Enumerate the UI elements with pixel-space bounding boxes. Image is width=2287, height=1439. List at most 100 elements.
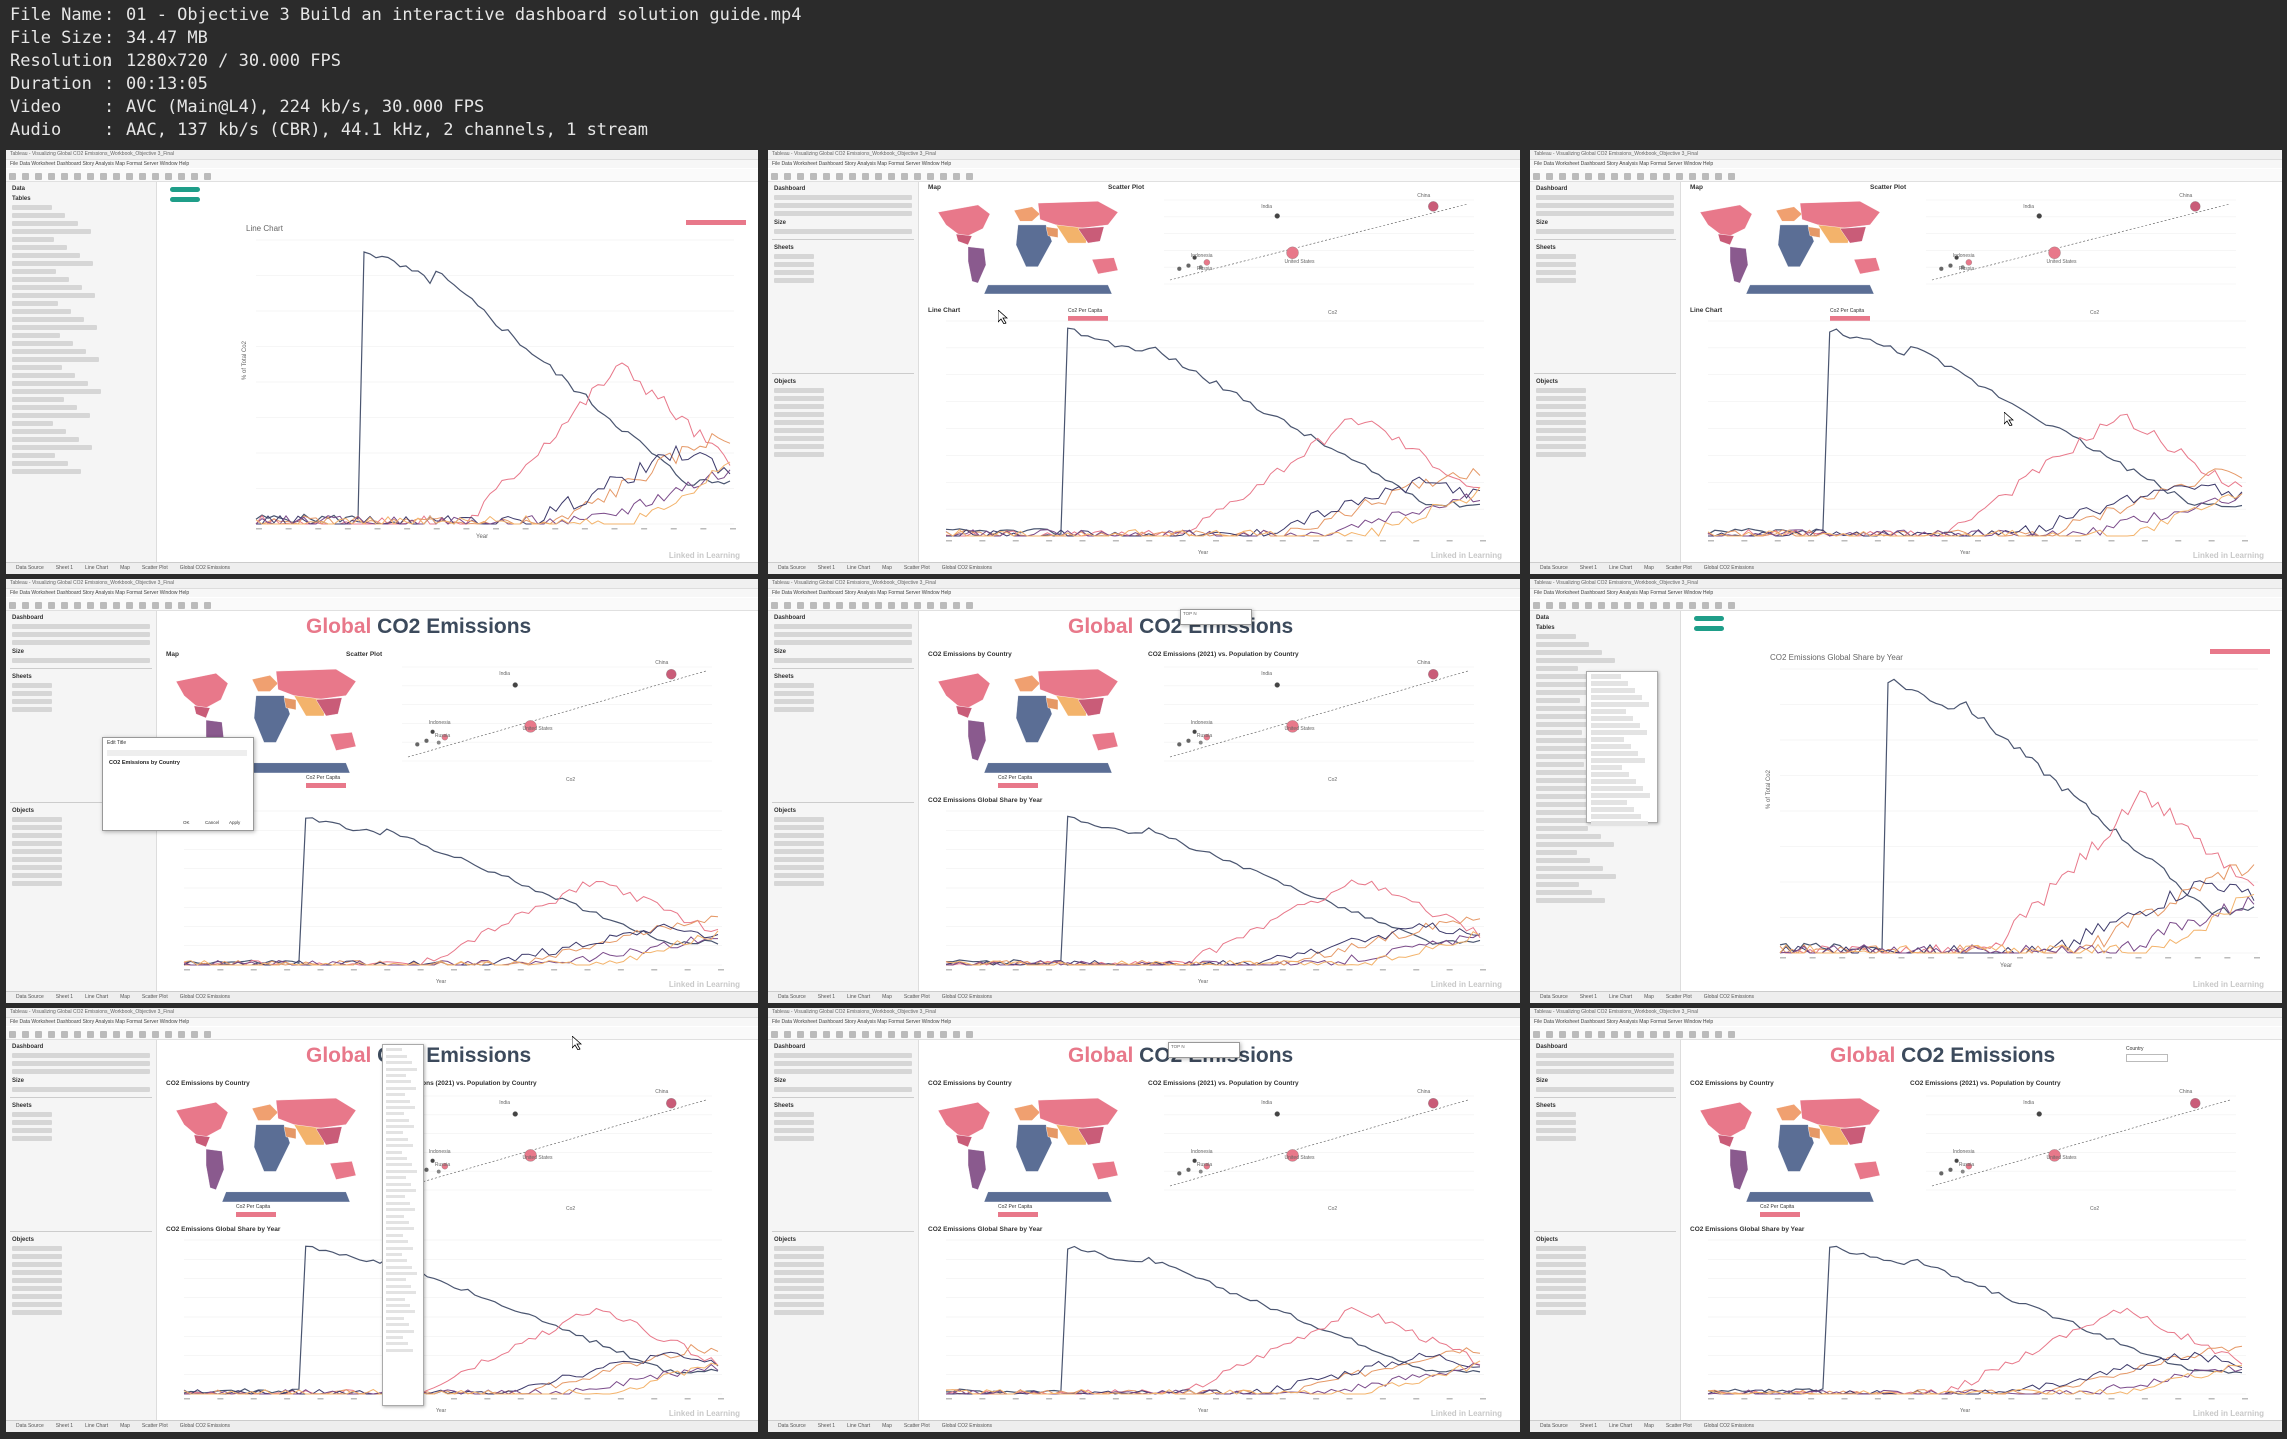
field-item[interactable] — [12, 325, 97, 330]
toolbar-icon[interactable] — [9, 1031, 16, 1038]
toolbar-icon[interactable] — [784, 602, 791, 609]
sheet-tab[interactable]: Scatter Plot — [1665, 1423, 1692, 1429]
field-item[interactable] — [1536, 682, 1604, 687]
size-select[interactable] — [1536, 1087, 1674, 1092]
object-item[interactable] — [774, 1246, 824, 1251]
sheet-item[interactable] — [774, 699, 814, 704]
field-item[interactable] — [1536, 674, 1591, 679]
object-item[interactable] — [12, 825, 62, 830]
sheet-item[interactable] — [774, 254, 814, 259]
object-item[interactable] — [12, 1286, 62, 1291]
object-item[interactable] — [1536, 388, 1586, 393]
toolbar-icon[interactable] — [152, 1031, 159, 1038]
sheet-tab[interactable]: Map — [882, 994, 892, 1000]
sheet-tab[interactable]: Line Chart — [1609, 1423, 1633, 1429]
country-option[interactable] — [386, 1073, 406, 1077]
sheet-tab[interactable]: Data Source — [1540, 994, 1568, 1000]
field-item[interactable] — [12, 269, 56, 274]
sheet-tab[interactable]: Line Chart — [85, 565, 109, 571]
device-item[interactable] — [1536, 203, 1674, 208]
object-item[interactable] — [1536, 404, 1586, 409]
top-n-filter[interactable]: TOP N — [1168, 1042, 1240, 1058]
size-select[interactable] — [12, 658, 150, 663]
field-item[interactable] — [1536, 810, 1612, 815]
field-item[interactable] — [1536, 746, 1608, 751]
field-item[interactable] — [1536, 826, 1588, 831]
field-item[interactable] — [1536, 802, 1599, 807]
context-menu-item[interactable] — [1591, 716, 1633, 721]
toolbar-icon[interactable] — [22, 173, 29, 180]
toolbar-icon[interactable] — [48, 173, 55, 180]
toolbar-icon[interactable] — [1572, 1031, 1579, 1038]
object-item[interactable] — [1536, 1262, 1586, 1267]
toolbar-icon[interactable] — [126, 1031, 133, 1038]
field-item[interactable] — [12, 253, 80, 258]
field-item[interactable] — [12, 373, 75, 378]
sheet-item[interactable] — [12, 1112, 52, 1117]
country-option[interactable] — [386, 1093, 405, 1097]
country-option[interactable] — [386, 1227, 414, 1231]
font-toolbar[interactable] — [107, 750, 247, 756]
toolbar-icon[interactable] — [191, 602, 198, 609]
field-item[interactable] — [1536, 762, 1584, 767]
toolbar-icon[interactable] — [875, 173, 882, 180]
toolbar-icon[interactable] — [1689, 602, 1696, 609]
sheet-item[interactable] — [774, 262, 814, 267]
size-select[interactable] — [774, 658, 912, 663]
toolbar-icon[interactable] — [1637, 602, 1644, 609]
toolbar-icon[interactable] — [22, 1031, 29, 1038]
country-option[interactable] — [386, 1291, 416, 1295]
columns-shelf[interactable] — [1690, 615, 1724, 622]
object-item[interactable] — [774, 1262, 824, 1267]
toolbar-icon[interactable] — [1689, 173, 1696, 180]
object-item[interactable] — [12, 873, 62, 878]
field-item[interactable] — [1536, 834, 1601, 839]
columns-shelf[interactable] — [166, 186, 200, 193]
object-item[interactable] — [12, 1254, 62, 1259]
menu-bar[interactable]: File Data Worksheet Dashboard Story Anal… — [768, 160, 1520, 168]
sheet-tab[interactable]: Line Chart — [847, 994, 871, 1000]
toolbar-icon[interactable] — [797, 1031, 804, 1038]
toolbar-icon[interactable] — [48, 602, 55, 609]
context-menu-item[interactable] — [1591, 765, 1622, 770]
sheet-tab[interactable]: Global CO2 Emissions — [179, 994, 231, 1000]
toolbar-icon[interactable] — [771, 1031, 778, 1038]
toolbar-icon[interactable] — [1585, 1031, 1592, 1038]
country-option[interactable] — [386, 1163, 412, 1167]
toolbar-icon[interactable] — [1572, 602, 1579, 609]
sheet-tab[interactable]: Global CO2 Emissions — [941, 1423, 993, 1429]
toolbar-icon[interactable] — [901, 1031, 908, 1038]
sheet-tab[interactable]: Map — [1644, 565, 1654, 571]
context-menu-item[interactable] — [1591, 695, 1642, 700]
toolbar-icon[interactable] — [9, 602, 16, 609]
sheet-item[interactable] — [774, 683, 814, 688]
toolbar-icon[interactable] — [61, 173, 68, 180]
context-menu-item[interactable] — [1591, 674, 1621, 679]
country-option[interactable] — [386, 1310, 415, 1314]
toolbar-icon[interactable] — [1533, 1031, 1540, 1038]
context-menu-item[interactable] — [1591, 779, 1636, 784]
country-option[interactable] — [386, 1169, 417, 1173]
field-item[interactable] — [1536, 730, 1582, 735]
sheet-item[interactable] — [12, 683, 52, 688]
toolbar-icon[interactable] — [87, 173, 94, 180]
country-option[interactable] — [386, 1252, 402, 1256]
device-item[interactable] — [1536, 195, 1674, 200]
object-item[interactable] — [12, 857, 62, 862]
year-pill[interactable] — [170, 186, 200, 192]
object-item[interactable] — [774, 388, 824, 393]
toolbar-icon[interactable] — [1702, 173, 1709, 180]
toolbar-icon[interactable] — [204, 1031, 211, 1038]
country-option[interactable] — [386, 1118, 409, 1122]
toolbar-icon[interactable] — [875, 602, 882, 609]
country-option[interactable] — [386, 1176, 406, 1180]
toolbar-icon[interactable] — [74, 1031, 81, 1038]
sheet-item[interactable] — [774, 1120, 814, 1125]
toolbar-icon[interactable] — [888, 173, 895, 180]
object-item[interactable] — [774, 412, 824, 417]
toolbar-icon[interactable] — [1624, 173, 1631, 180]
context-menu-item[interactable] — [1591, 730, 1647, 735]
context-menu-item[interactable] — [1591, 800, 1627, 805]
object-item[interactable] — [1536, 396, 1586, 401]
device-item[interactable] — [774, 640, 912, 645]
